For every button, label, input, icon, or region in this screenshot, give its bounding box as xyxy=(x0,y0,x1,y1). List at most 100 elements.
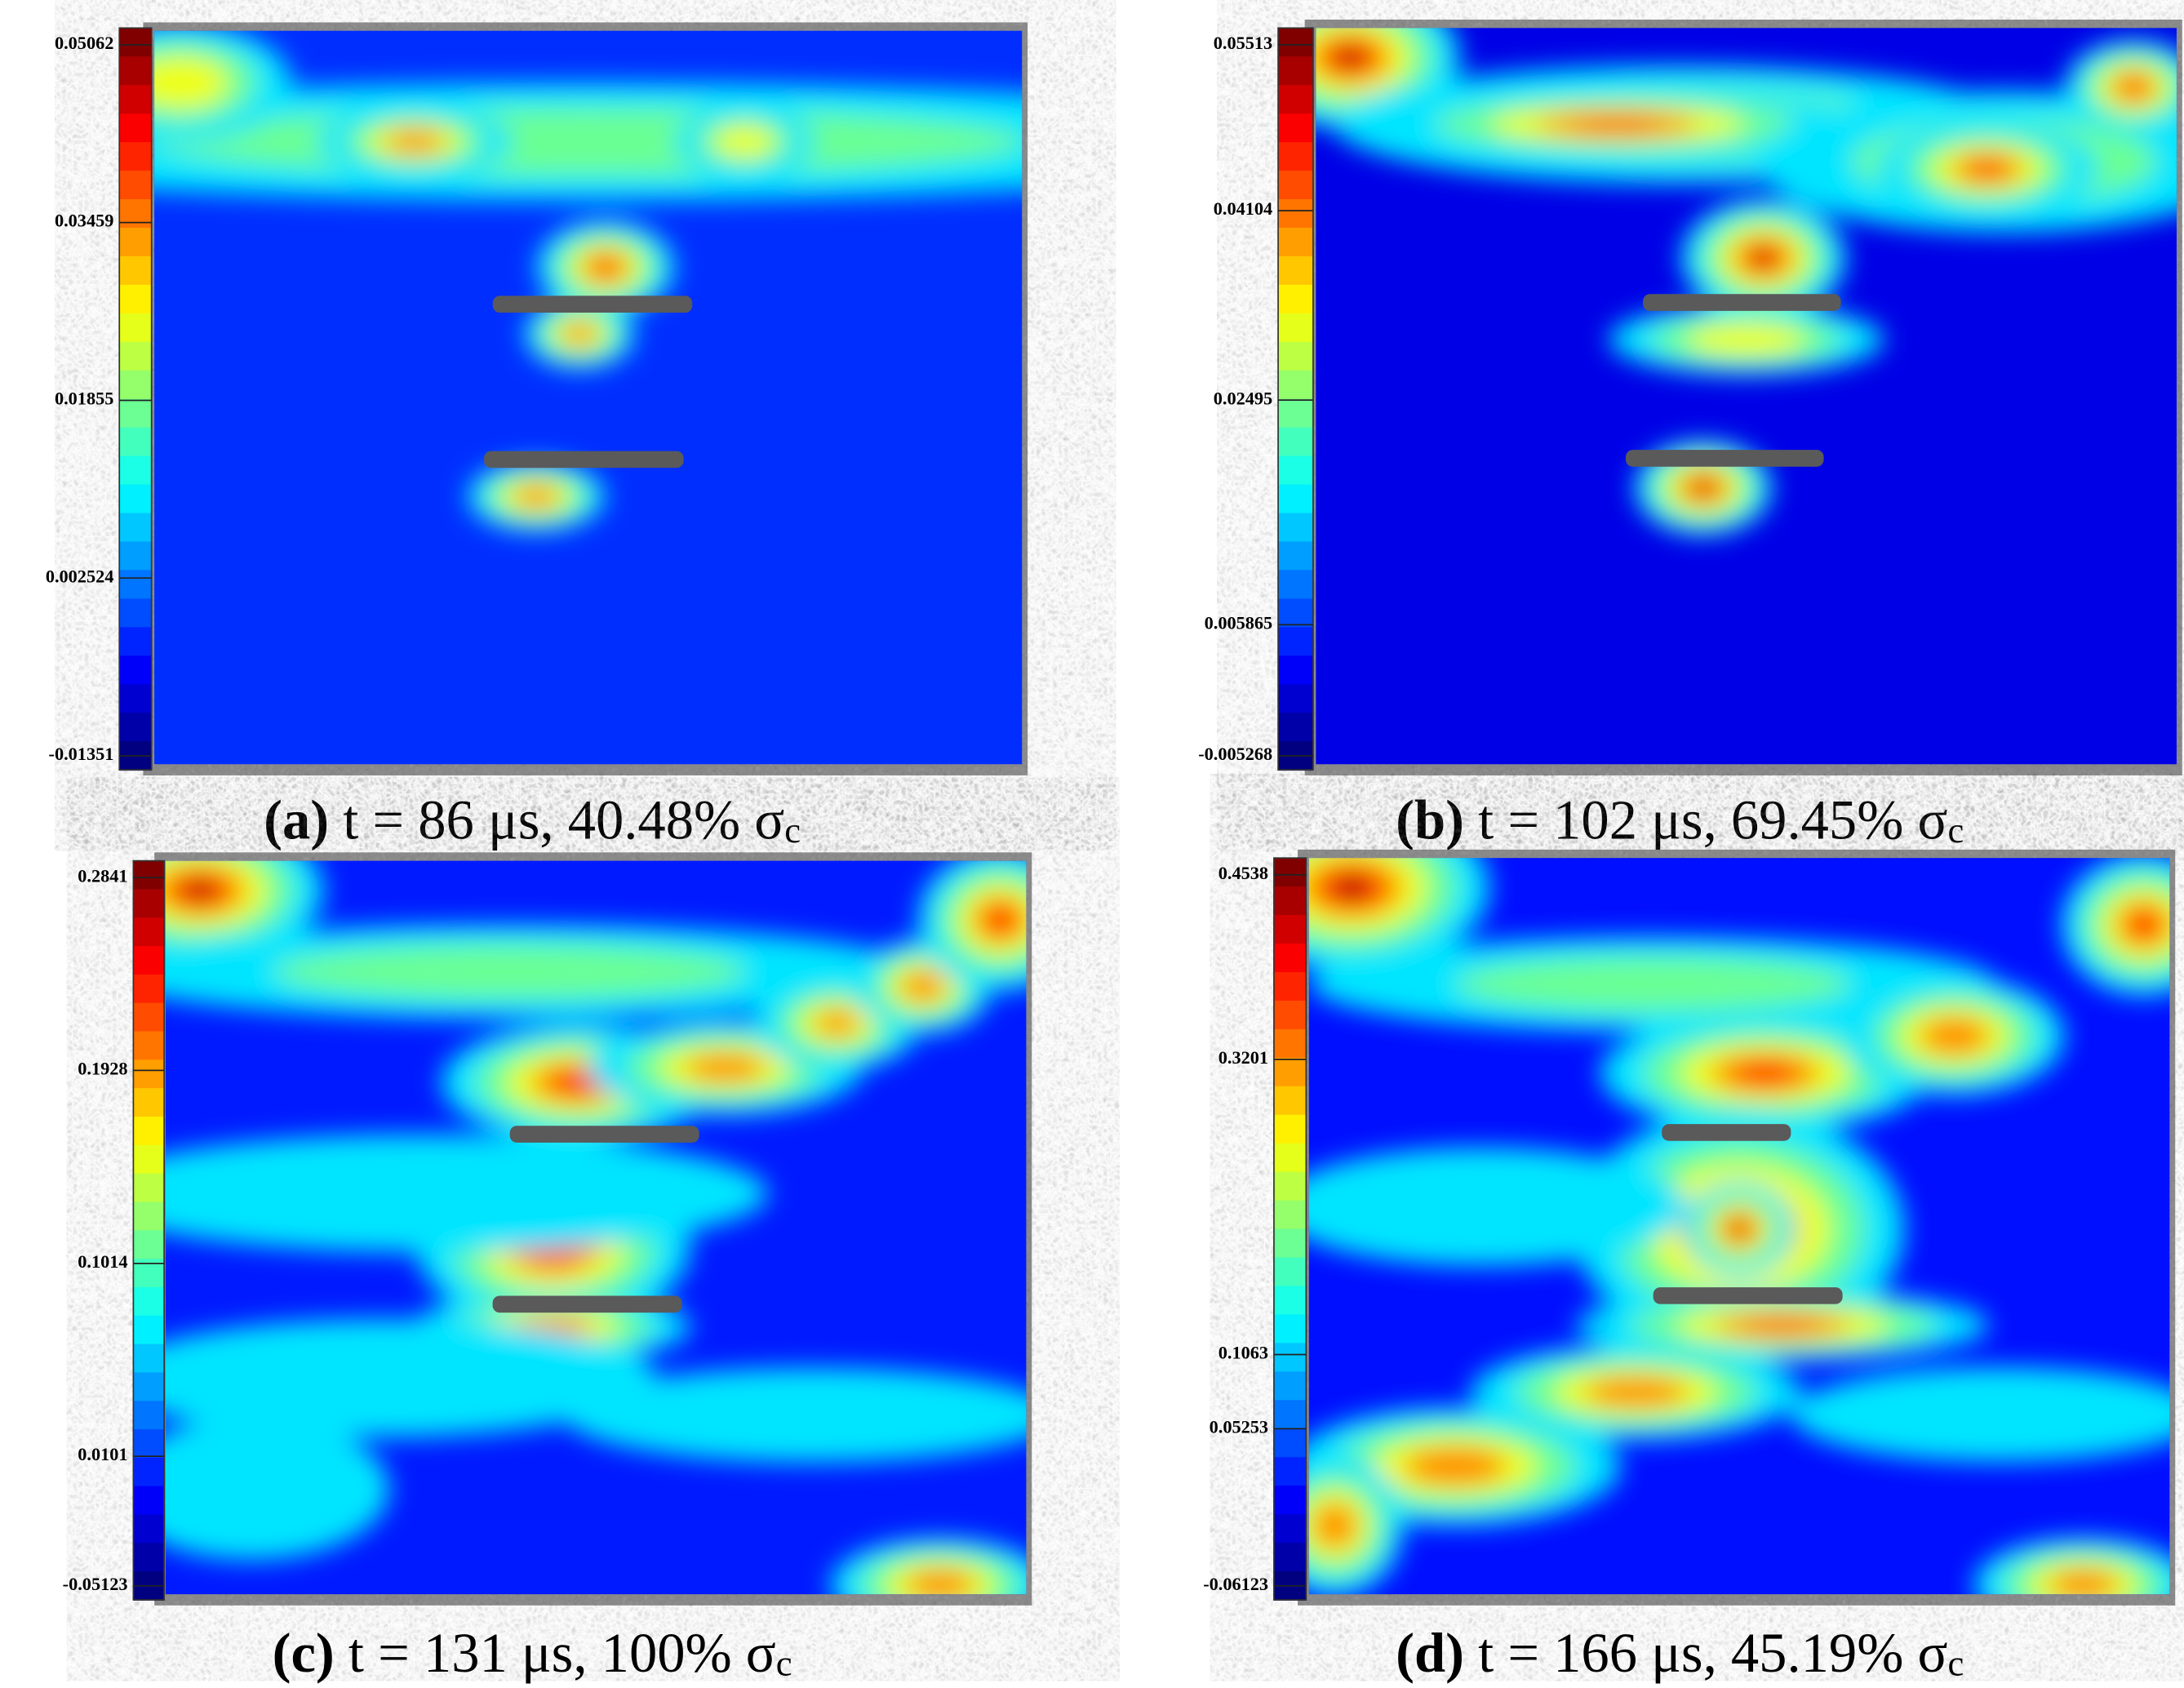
hotspot xyxy=(1584,1377,1688,1407)
hotspot xyxy=(1687,324,1806,355)
caption: (a) t = 86 μs, 40.48% σc xyxy=(264,788,801,851)
hotspot xyxy=(165,1318,656,1437)
colorbar-step xyxy=(1278,199,1313,229)
colorbar-tick-label: 0.1014 xyxy=(78,1251,127,1272)
colorbar-step xyxy=(1273,1514,1307,1544)
colorbar-step xyxy=(133,1514,165,1544)
colorbar-border xyxy=(132,860,165,1601)
colorbar-step xyxy=(119,513,152,543)
colorbar-step xyxy=(119,684,152,714)
hotspot xyxy=(563,1367,1027,1463)
colorbar-step xyxy=(133,1031,165,1061)
colorbar-step xyxy=(133,1372,165,1402)
colorbar-step xyxy=(1273,1286,1307,1316)
caption: (c) t = 131 μs, 100% σc xyxy=(273,1622,792,1684)
colorbar-tick-label: 0.01855 xyxy=(55,389,113,409)
colorbar-step xyxy=(1273,1228,1307,1259)
colorbar-tick-label: 0.1063 xyxy=(1219,1343,1268,1363)
colorbar-step xyxy=(133,974,165,1004)
hotspot xyxy=(1338,49,1363,66)
colorbar-step xyxy=(1273,1486,1307,1516)
caption: (d) t = 166 μs, 45.19% σc xyxy=(1396,1622,1964,1684)
colorbar-step xyxy=(1273,915,1307,945)
colorbar-step xyxy=(119,427,152,457)
hotspot xyxy=(1920,1017,1989,1055)
colorbar-step xyxy=(119,598,152,629)
hotspot xyxy=(984,906,1016,934)
colorbar-step xyxy=(1273,1543,1307,1573)
colorbar-step xyxy=(119,284,152,314)
colorbar-tick-label: 0.2841 xyxy=(78,865,127,886)
colorbar-step xyxy=(133,1315,165,1345)
colorbar-step xyxy=(119,484,152,514)
caption-text: t = 86 μs, 40.48% σ xyxy=(329,788,784,851)
hotspot xyxy=(1733,1224,1746,1235)
colorbar-step xyxy=(119,541,152,571)
colorbar-step xyxy=(1278,398,1313,429)
colorbar-step xyxy=(1273,1000,1307,1030)
colorbar-step xyxy=(1273,1057,1307,1087)
colorbar-step xyxy=(1273,1343,1307,1373)
colorbar-step xyxy=(1273,1143,1307,1173)
hotspot xyxy=(273,944,747,999)
colorbar-step xyxy=(1273,886,1307,917)
hotspot xyxy=(1733,1062,1796,1085)
colorbar-step xyxy=(119,455,152,486)
colorbar-step xyxy=(119,255,152,286)
colorbar-step xyxy=(119,713,152,743)
hotspot xyxy=(1754,251,1773,265)
hotspot xyxy=(1743,1318,1821,1332)
hotspot xyxy=(1404,1447,1507,1485)
colorbar-step xyxy=(133,889,165,919)
colorbar-step xyxy=(1278,455,1313,486)
colorbar-tick-label: 0.0101 xyxy=(78,1444,127,1464)
flaw xyxy=(1662,1124,1791,1141)
hotspot xyxy=(1695,482,1711,494)
colorbar-step xyxy=(133,1202,165,1232)
colorbar-step xyxy=(1278,227,1313,257)
colorbar-step xyxy=(1278,85,1313,115)
colorbar-step xyxy=(1278,598,1313,629)
hotspot xyxy=(901,971,944,1002)
colorbar-step xyxy=(119,227,152,257)
hotspot xyxy=(1313,1504,1356,1548)
caption-text: t = 102 μs, 69.45% σ xyxy=(1464,788,1947,851)
hotspot xyxy=(2121,78,2146,96)
hotspot xyxy=(154,108,1023,176)
colorbar-step xyxy=(1273,1257,1307,1287)
colorbar-step xyxy=(119,398,152,429)
hotspot xyxy=(1570,118,1664,131)
colorbar-tick-label: 0.05062 xyxy=(55,33,113,53)
colorbar-step xyxy=(133,1344,165,1374)
colorbar-step xyxy=(1278,56,1313,87)
colorbar-border xyxy=(118,27,153,771)
colorbar-step xyxy=(1278,313,1313,343)
colorbar-step xyxy=(119,113,152,144)
hotspot xyxy=(713,126,775,158)
hotspot xyxy=(1308,1147,1688,1266)
hotspot xyxy=(186,882,215,899)
colorbar-tick-label: 0.05513 xyxy=(1214,33,1272,53)
colorbar-step xyxy=(119,171,152,201)
colorbar-step xyxy=(119,28,152,58)
caption-subscript: c xyxy=(784,810,801,851)
colorbar-step xyxy=(1273,1200,1307,1230)
colorbar-step xyxy=(1273,971,1307,1002)
caption: (b) t = 102 μs, 69.45% σc xyxy=(1396,788,1964,851)
hotspot xyxy=(685,1054,765,1082)
hotspot xyxy=(384,131,445,153)
panel: 0.2841 0.1928 0.1014 0.0101 -0.05123 (c) t = … xyxy=(63,852,1032,1684)
colorbar-step xyxy=(133,1088,165,1118)
colorbar-step xyxy=(133,1429,165,1459)
colorbar-step xyxy=(133,1116,165,1146)
colorbar-step xyxy=(1273,944,1307,973)
colorbar-tick-label: 0.05253 xyxy=(1210,1417,1268,1437)
colorbar-step xyxy=(119,199,152,229)
colorbar-step xyxy=(133,1230,165,1260)
colorbar-tick-label: 0.1928 xyxy=(78,1059,127,1079)
colorbar-step xyxy=(1273,858,1307,888)
colorbar-step xyxy=(1278,570,1313,600)
colorbar-step xyxy=(133,1401,165,1431)
caption-subscript: c xyxy=(1947,1643,1964,1684)
